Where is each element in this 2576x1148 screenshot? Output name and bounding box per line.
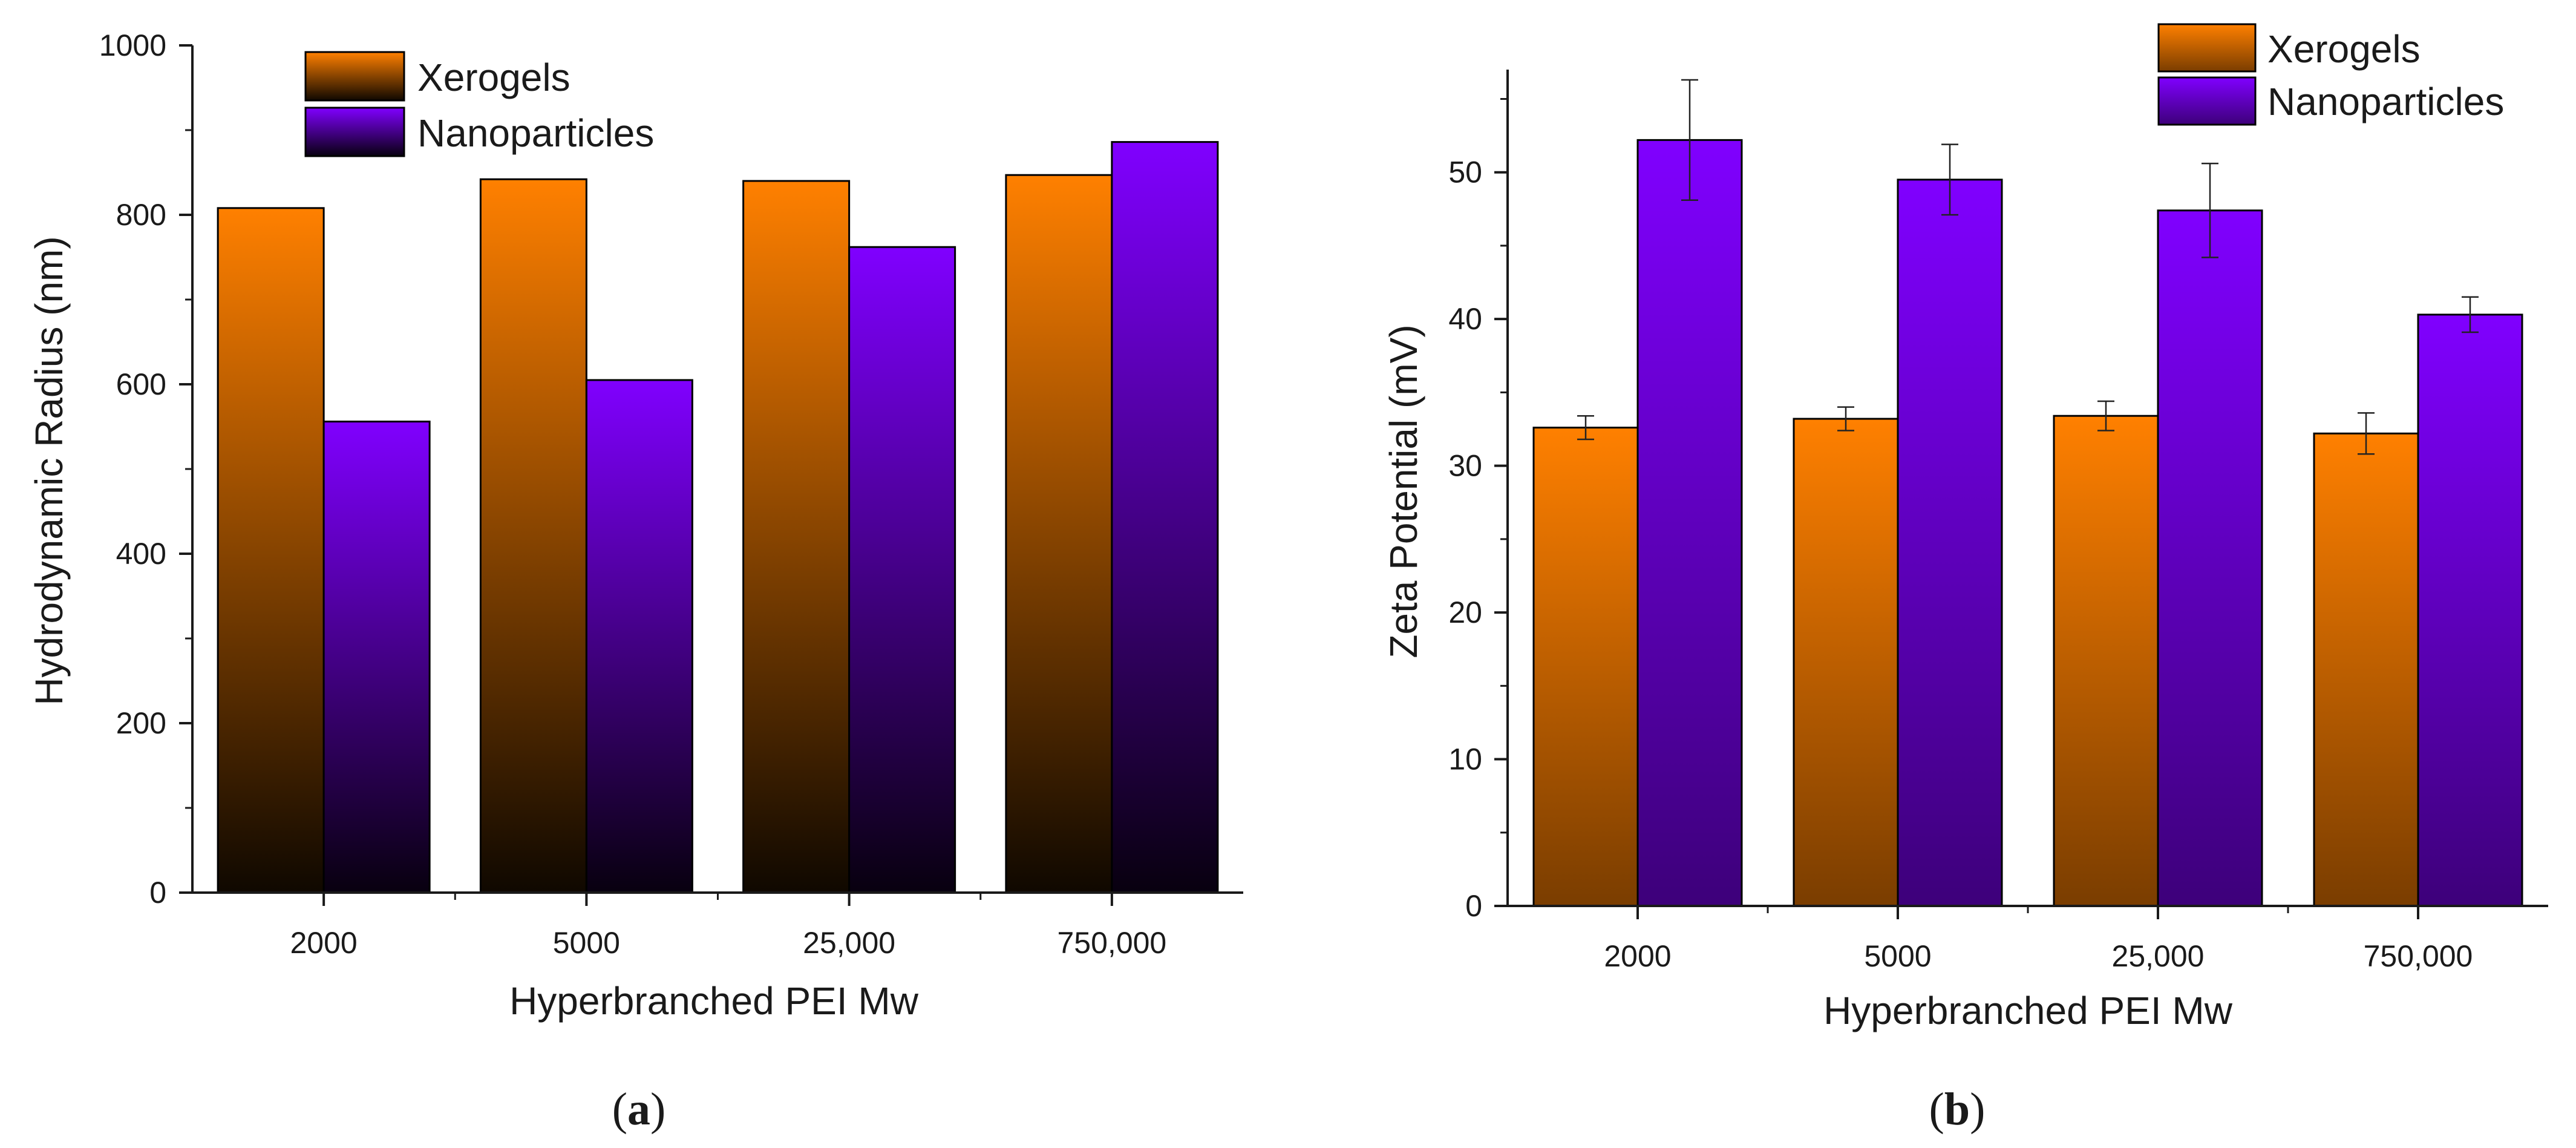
error-bar bbox=[1941, 143, 1958, 216]
bar-xerogels-1 bbox=[1793, 418, 1899, 907]
y-tick-label: 800 bbox=[116, 198, 166, 232]
bar-xerogels-3 bbox=[2313, 432, 2419, 907]
bar-group bbox=[217, 141, 1219, 894]
bar-xerogels-3 bbox=[1005, 174, 1113, 894]
error-bar bbox=[1681, 79, 1698, 202]
y-tick-label: 0 bbox=[1465, 889, 1482, 923]
y-axis-title: Hydrodynamic Radius (nm) bbox=[27, 236, 71, 705]
error-bar bbox=[2462, 296, 2479, 333]
x-tick-label: 2000 bbox=[1604, 939, 1671, 973]
x-tick-label: 5000 bbox=[553, 926, 620, 960]
error-bar bbox=[2358, 412, 2375, 455]
panel-label-b: (b) bbox=[1929, 1084, 1986, 1135]
y-tick-label: 0 bbox=[149, 876, 166, 910]
legend-swatch-nanoparticles bbox=[2157, 76, 2257, 126]
axes: 2000 5000 25,000 750,000 0 200 400 600 800 1000 bbox=[99, 28, 1243, 960]
x-tick-label: 25,000 bbox=[2112, 939, 2205, 973]
y-tick-label: 600 bbox=[116, 367, 166, 401]
bar-xerogels-0 bbox=[217, 207, 325, 894]
bar-xerogels-2 bbox=[2053, 415, 2159, 907]
x-tick-label: 5000 bbox=[1864, 939, 1931, 973]
panel-label-a: (a) bbox=[612, 1084, 666, 1135]
bar-xerogels-2 bbox=[742, 180, 851, 894]
bar-nanoparticles-1 bbox=[1897, 179, 2003, 907]
y-axis-title: Zeta Potential (mV) bbox=[1382, 324, 1425, 658]
y-tick-label: 40 bbox=[1448, 302, 1482, 336]
bar-nanoparticles-2 bbox=[848, 246, 956, 894]
error-bar bbox=[2097, 400, 2114, 431]
axes: 2000 5000 25,000 750,000 0 10 20 30 40 50 bbox=[1448, 70, 2548, 973]
x-tick-label: 750,000 bbox=[1058, 926, 1167, 960]
y-tick-label: 1000 bbox=[99, 28, 166, 62]
chart-panel-b: 2000 5000 25,000 750,000 0 10 20 30 40 50 Zeta Po… bbox=[1382, 23, 2548, 1135]
legend: Xerogels Nanoparticles bbox=[304, 51, 654, 157]
bar-group bbox=[1532, 79, 2523, 907]
chart-panel-a: 2000 5000 25,000 750,000 0 200 400 600 800 1000 H… bbox=[27, 28, 1243, 1135]
legend-label-nanoparticles: Nanoparticles bbox=[417, 111, 654, 155]
bar-nanoparticles-3 bbox=[1111, 141, 1219, 894]
bar-nanoparticles-2 bbox=[2157, 209, 2263, 907]
legend-swatch-xerogels bbox=[304, 51, 405, 102]
x-tick-label: 25,000 bbox=[803, 926, 895, 960]
y-tick-label: 10 bbox=[1448, 743, 1482, 776]
legend-label-xerogels: Xerogels bbox=[2267, 27, 2421, 71]
legend-label-xerogels: Xerogels bbox=[417, 56, 570, 99]
legend-swatch-nanoparticles bbox=[304, 107, 405, 157]
bar-nanoparticles-0 bbox=[1636, 139, 1743, 907]
legend-label-nanoparticles: Nanoparticles bbox=[2267, 80, 2504, 123]
error-bar bbox=[1577, 415, 1594, 441]
bar-nanoparticles-3 bbox=[2417, 313, 2523, 907]
bar-xerogels-0 bbox=[1532, 427, 1639, 907]
x-axis-title: Hyperbranched PEI Mw bbox=[1823, 989, 2233, 1032]
y-tick-label: 50 bbox=[1448, 156, 1482, 189]
y-tick-label: 200 bbox=[116, 706, 166, 740]
x-tick-label: 2000 bbox=[290, 926, 358, 960]
x-axis-title: Hyperbranched PEI Mw bbox=[509, 979, 919, 1023]
bar-xerogels-1 bbox=[479, 178, 587, 894]
bar-nanoparticles-0 bbox=[322, 421, 431, 894]
x-tick-label: 750,000 bbox=[2364, 939, 2473, 973]
y-tick-label: 400 bbox=[116, 537, 166, 571]
error-bar bbox=[2202, 162, 2218, 258]
bar-nanoparticles-1 bbox=[585, 379, 693, 894]
error-bar bbox=[1837, 406, 1854, 431]
legend-swatch-xerogels bbox=[2157, 23, 2257, 73]
y-tick-label: 30 bbox=[1448, 449, 1482, 483]
legend: Xerogels Nanoparticles bbox=[2157, 23, 2504, 126]
y-tick-label: 20 bbox=[1448, 595, 1482, 629]
